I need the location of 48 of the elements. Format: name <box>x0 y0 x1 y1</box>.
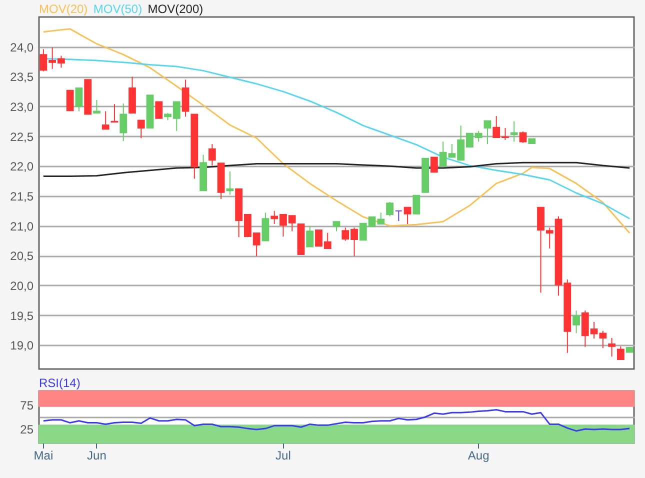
x-tick-label: Jul <box>276 448 291 462</box>
y-tick-label: 75 <box>20 398 34 412</box>
candlestick <box>519 131 527 144</box>
line-series <box>42 409 630 432</box>
y-tick-label: 19,5 <box>10 308 34 323</box>
candlestick <box>572 310 580 334</box>
candlestick <box>120 103 128 142</box>
candlestick <box>182 79 190 118</box>
candlestick <box>306 226 314 248</box>
series-label: MOV(20) <box>39 2 88 16</box>
y-tick-label: 22,5 <box>10 130 34 144</box>
candlestick <box>66 89 74 112</box>
candlestick <box>484 120 492 145</box>
candlestick <box>404 206 412 225</box>
x-tick-label: Mai <box>34 448 54 462</box>
candlestick <box>332 221 340 232</box>
candlestick <box>386 201 394 217</box>
text: MOV(200) <box>148 2 204 16</box>
candlestick <box>93 99 100 114</box>
candlestick <box>412 194 420 215</box>
y-tick-label: 23,5 <box>10 70 34 84</box>
y-tick-label: 19,0 <box>10 338 34 353</box>
y-tick-label: 24,0 <box>10 40 34 54</box>
candlestick <box>137 120 145 139</box>
candlestick <box>394 210 402 222</box>
candlestick <box>75 87 83 112</box>
candlestick <box>510 120 518 142</box>
y-tick-label: 21,0 <box>10 219 34 234</box>
text: MOV(50) <box>93 2 142 16</box>
y-tick-label: 20,0 <box>10 278 34 293</box>
candlestick <box>110 104 118 123</box>
candlestick <box>430 156 438 173</box>
candlestick <box>226 171 234 196</box>
y-tick-label: 22,0 <box>10 160 34 174</box>
text: RSI(14) <box>39 376 80 390</box>
line-series <box>42 28 630 234</box>
y-tick-label: 25 <box>20 422 34 437</box>
x-tick-label: Jun <box>87 448 106 462</box>
candlestick <box>616 346 624 360</box>
candlestick <box>608 337 616 357</box>
y-tick-label: 21,5 <box>10 189 34 204</box>
y-tick-label: 20,5 <box>10 249 34 264</box>
x-tick-label: Aug <box>468 448 490 462</box>
candlestick <box>262 212 270 242</box>
candlestick <box>102 110 110 130</box>
candlestick <box>155 101 163 119</box>
candlestick <box>208 144 216 166</box>
y-tick-label: 23,0 <box>10 100 34 114</box>
